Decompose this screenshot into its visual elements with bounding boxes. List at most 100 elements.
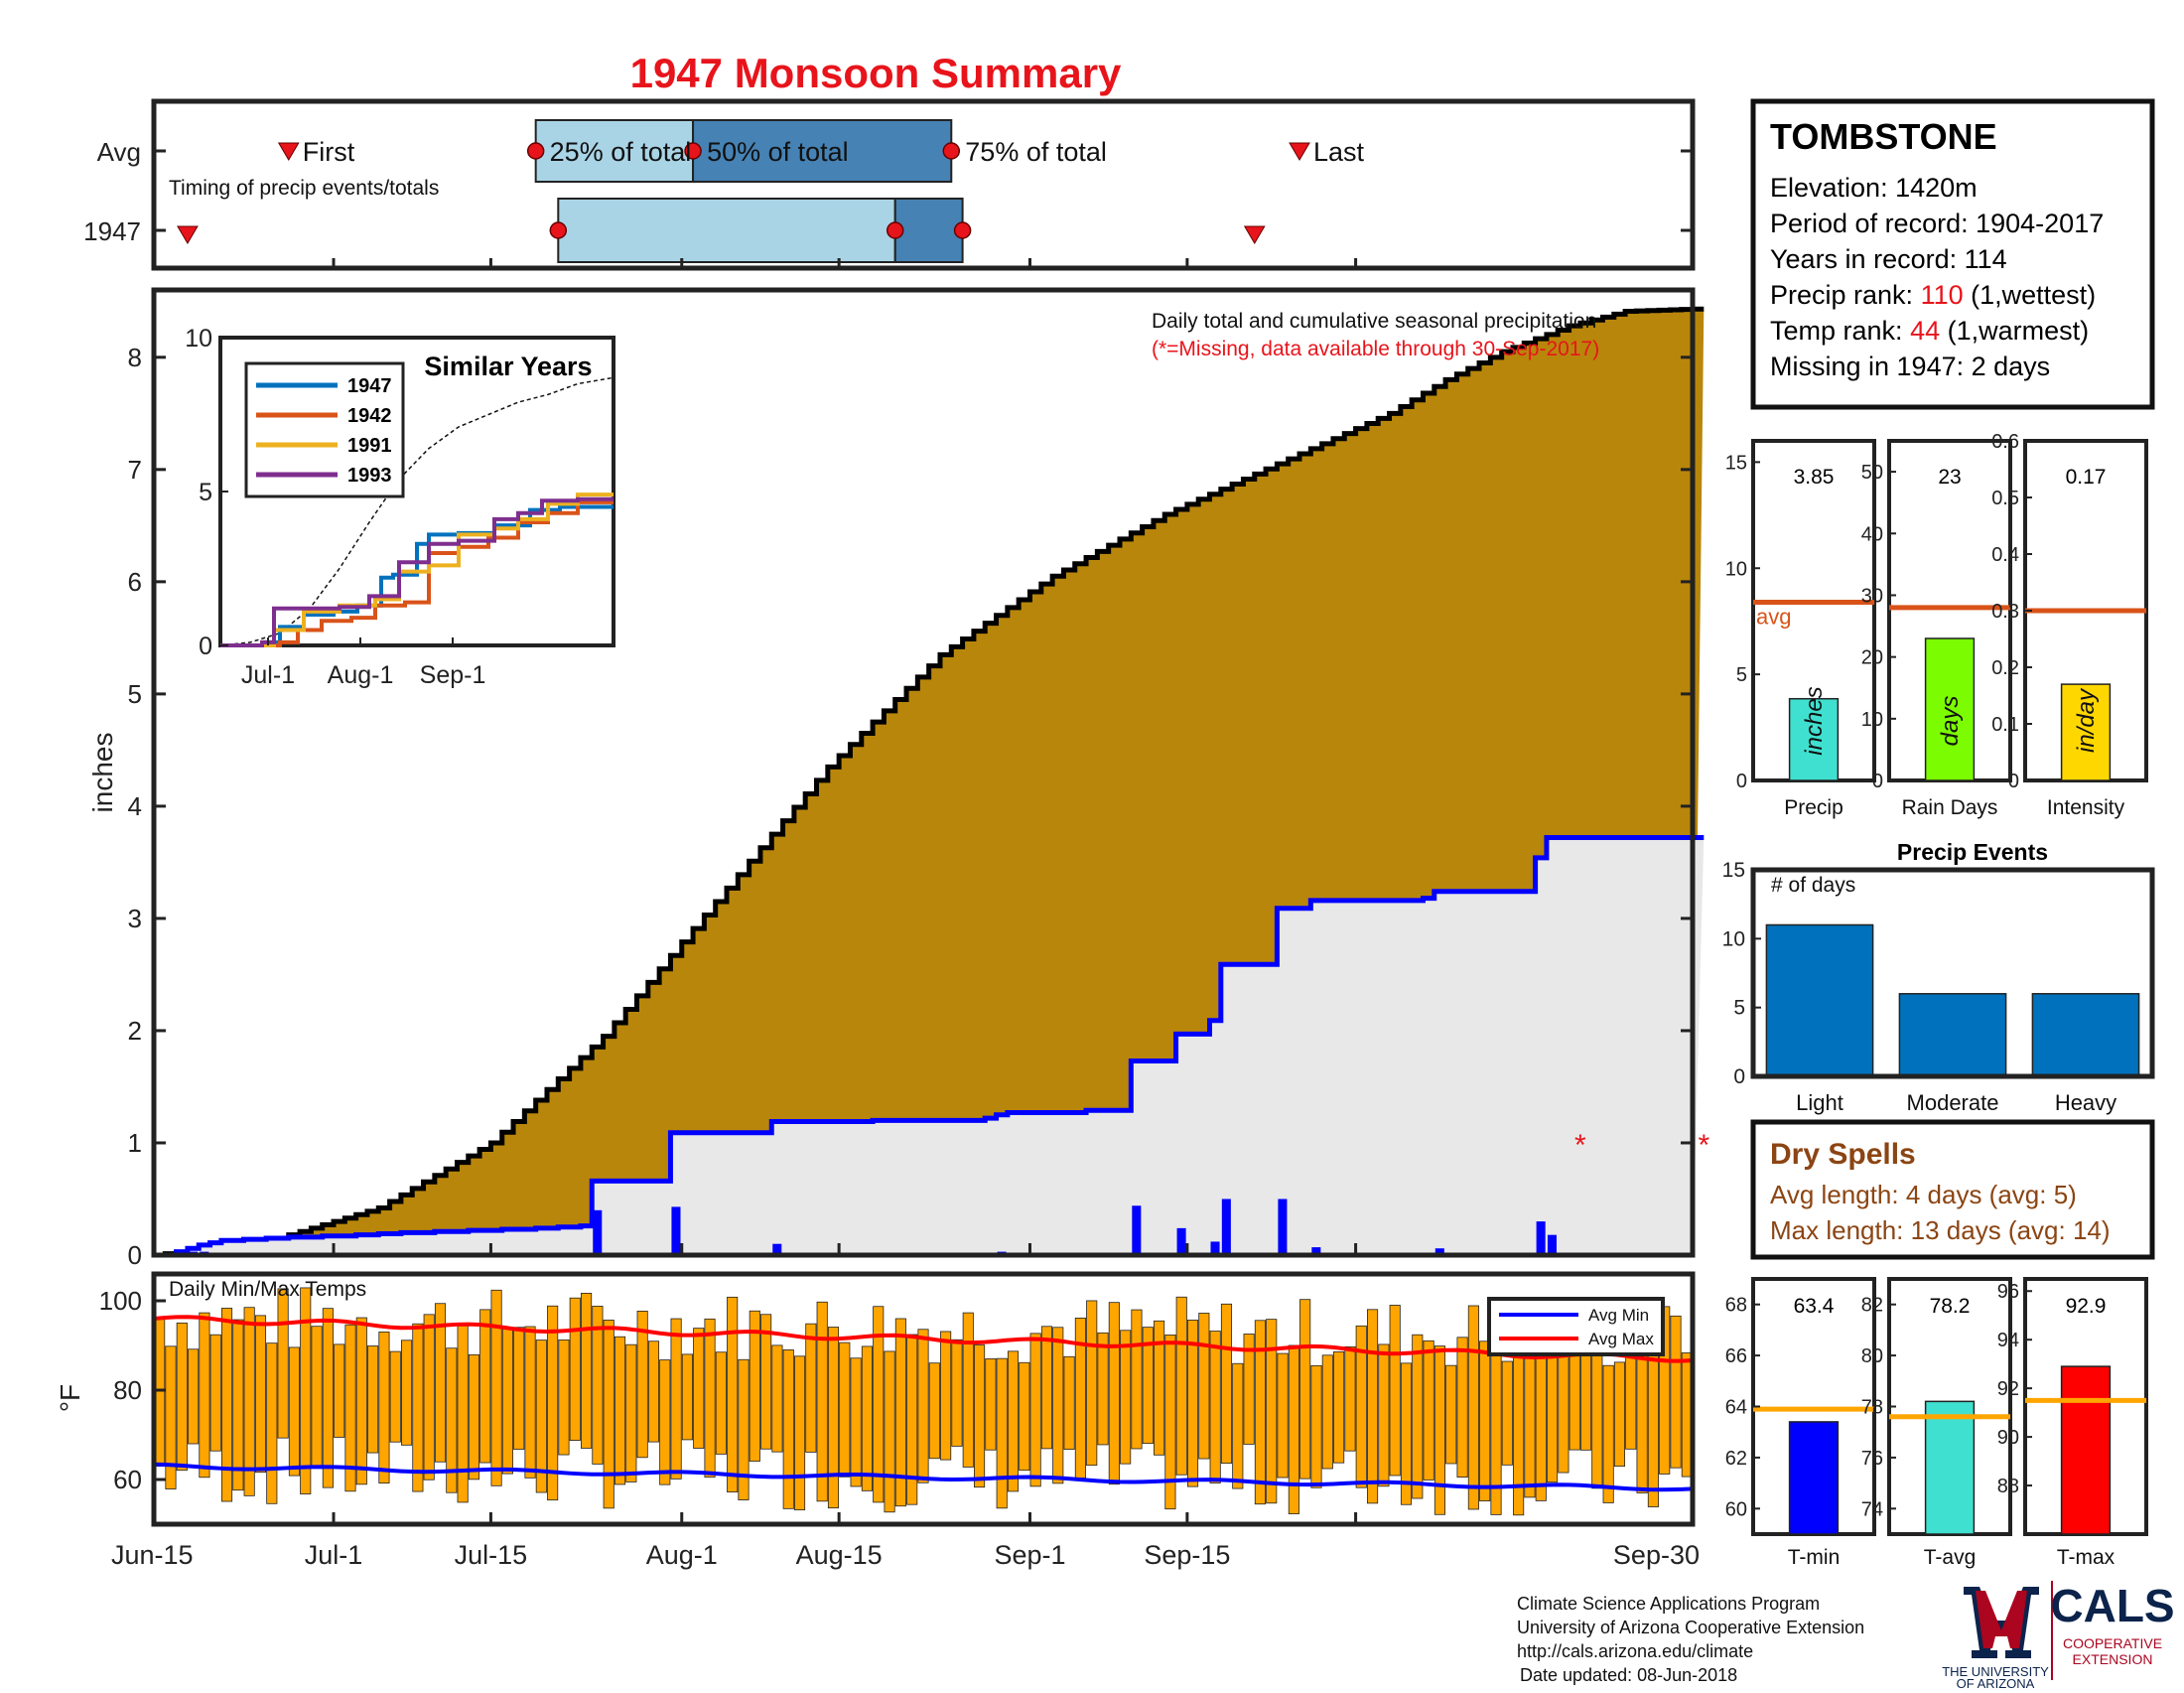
- intensity-ytick-label-0.1: 0.1: [1991, 714, 2019, 736]
- daily-temp-bar: [861, 1345, 873, 1491]
- daily-temp-bar: [1602, 1364, 1614, 1503]
- inset-legend-label-1993: 1993: [347, 465, 392, 487]
- legend-avg-max: Avg Max: [1588, 1330, 1654, 1348]
- station-name: TOMBSTONE: [1770, 116, 1997, 157]
- year-cumulative-line: [154, 835, 1705, 1258]
- inset-series-line-1993: [220, 496, 614, 647]
- daily-temp-bar: [254, 1315, 267, 1474]
- main-ytick-label-4: 4: [128, 791, 142, 821]
- precip-rank-note: (1,wettest): [1964, 280, 2097, 310]
- daily-temp-bar: [1423, 1340, 1434, 1481]
- figure-title: 1947 Monsoon Summary: [630, 50, 1122, 96]
- events-ytick-label-0: 0: [1733, 1065, 1745, 1088]
- precip-label: Precip: [1784, 796, 1843, 819]
- tmin-ytick-label-64: 64: [1725, 1397, 1747, 1419]
- inset-xtick-label-Jul-1: Jul-1: [241, 661, 295, 689]
- tmin-ytick-label-66: 66: [1725, 1345, 1747, 1367]
- daily-temp-bar: [1254, 1320, 1266, 1505]
- dry-spells-avg: Avg length: 4 days (avg: 5): [1770, 1180, 2077, 1209]
- ua-text-1: THE UNIVERSITY: [1942, 1664, 2049, 1679]
- tavg-ytick-label-76: 76: [1861, 1448, 1883, 1470]
- cals-logo-text: CALS: [2050, 1580, 2174, 1631]
- intensity-value: 0.17: [2066, 466, 2107, 489]
- dry-spells-max: Max length: 13 days (avg: 14): [1770, 1215, 2111, 1245]
- daily-temp-bar: [1175, 1296, 1187, 1476]
- daily-temp-bar: [1636, 1351, 1648, 1493]
- main-ytick-label-3: 3: [128, 904, 142, 933]
- daily-temp-bar: [1355, 1325, 1367, 1488]
- inset-xtick-label-Aug-1: Aug-1: [328, 661, 394, 689]
- intensity-ytick-label-0.5: 0.5: [1991, 488, 2019, 509]
- daily-temp-bar: [1579, 1343, 1592, 1451]
- tavg-label: T-avg: [1924, 1546, 1977, 1569]
- station-info: TOMBSTONE Elevation: 1420m Period of rec…: [1750, 98, 2155, 410]
- main-ytick-label-2: 2: [128, 1016, 142, 1046]
- daily-temp-bar: [1154, 1320, 1165, 1456]
- daily-precip-bar: [1132, 1205, 1142, 1255]
- daily-temp-bar: [1389, 1305, 1401, 1477]
- daily-temp-bar: [513, 1327, 525, 1450]
- dry-spells-box: Dry Spells Avg length: 4 days (avg: 5) M…: [1750, 1119, 2155, 1260]
- daily-temp-bar: [894, 1318, 906, 1507]
- footer-line-1: Climate Science Applications Program: [1517, 1594, 1820, 1614]
- inset-legend-label-1947: 1947: [347, 375, 392, 397]
- year-box-25-50: [557, 198, 896, 263]
- daily-temp-bar: [1333, 1351, 1345, 1464]
- avg-box-50-75: [692, 119, 953, 183]
- temp-ytick-label-100: 100: [99, 1286, 142, 1316]
- daily-temp-bar: [659, 1359, 671, 1485]
- events-ytick-label-15: 15: [1722, 859, 1745, 882]
- tavg-value: 78.2: [1930, 1295, 1971, 1318]
- daily-temp-bar: [490, 1289, 502, 1486]
- daily-temp-bar: [805, 1323, 817, 1453]
- daily-temp-bar: [940, 1331, 952, 1461]
- year-p25-marker: [549, 221, 568, 239]
- timing-note: Timing of precip events/totals: [169, 177, 439, 200]
- daily-temp-bar: [951, 1339, 963, 1447]
- precip-bar: [1788, 697, 1840, 781]
- temperature-panel: Daily Min/Max Temps °F Avg Min Avg Max 6…: [55, 1271, 1696, 1527]
- daily-temp-bar: [176, 1322, 188, 1472]
- daily-temp-bar: [715, 1351, 727, 1455]
- daily-temp-bar: [243, 1307, 255, 1496]
- daily-temp-bar: [1142, 1327, 1154, 1445]
- daily-temp-bar: [401, 1340, 413, 1446]
- daily-temp-bar: [884, 1350, 895, 1513]
- daily-temp-bar: [188, 1348, 200, 1445]
- main-note-2: (*=Missing, data available through 30-Se…: [1152, 338, 1599, 360]
- main-yticks: 0 1 2 3 4 5 6 7 8: [128, 343, 1693, 1270]
- daily-temp-bar: [592, 1306, 604, 1465]
- daily-temp-bar: [917, 1329, 929, 1483]
- avg-max-temp-line: [153, 1315, 1694, 1363]
- label-p75: 75% of total: [965, 137, 1107, 167]
- daily-temp-bar: [446, 1347, 458, 1493]
- year-p50-marker: [886, 221, 904, 239]
- daily-temp-bar: [647, 1340, 660, 1443]
- date-label-Sep-1: Sep-1: [994, 1540, 1065, 1570]
- inset-xtick-label-Sep-1: Sep-1: [420, 661, 486, 689]
- date-label-Aug-15: Aug-15: [796, 1540, 883, 1570]
- main-ytick-label-8: 8: [128, 343, 142, 372]
- daily-temp-bar: [468, 1353, 480, 1481]
- timing-row-label-year: 1947: [83, 216, 141, 246]
- daily-temp-bar: [524, 1326, 536, 1479]
- date-label-Sep-30: Sep-30: [1613, 1540, 1700, 1570]
- precip-ytick-label-10: 10: [1725, 558, 1747, 580]
- tmin-bar: [1788, 1421, 1840, 1535]
- tavg-ytick-label-74: 74: [1861, 1498, 1883, 1520]
- date-label-Jul-1: Jul-1: [305, 1540, 363, 1570]
- daily-temp-bar: [681, 1353, 693, 1441]
- inset-plot-layer: [219, 376, 614, 647]
- stat-bars-panel: 3.85 inches Precip 0 5 10 15 avg 23 days Rain Days…: [1725, 431, 2148, 819]
- daily-temp-bar: [693, 1328, 705, 1449]
- main-ytick-label-5: 5: [128, 679, 142, 709]
- daily-temp-bar: [1266, 1319, 1278, 1504]
- cals-sub-2: EXTENSION: [2073, 1651, 2153, 1667]
- daily-temp-bar: [558, 1339, 570, 1456]
- temp-stat-bars-panel: 63.4 T-min 60 62 64 66 68 78.2 T-avg 74 76 78 80 82 92…: [1725, 1277, 2148, 1569]
- daily-temp-bar: [827, 1327, 840, 1509]
- intensity-label: Intensity: [2047, 796, 2125, 819]
- events-ytick-label-10: 10: [1722, 927, 1745, 950]
- event-label-moderate: Moderate: [1907, 1090, 1999, 1115]
- events-ytick-label-5: 5: [1733, 997, 1745, 1020]
